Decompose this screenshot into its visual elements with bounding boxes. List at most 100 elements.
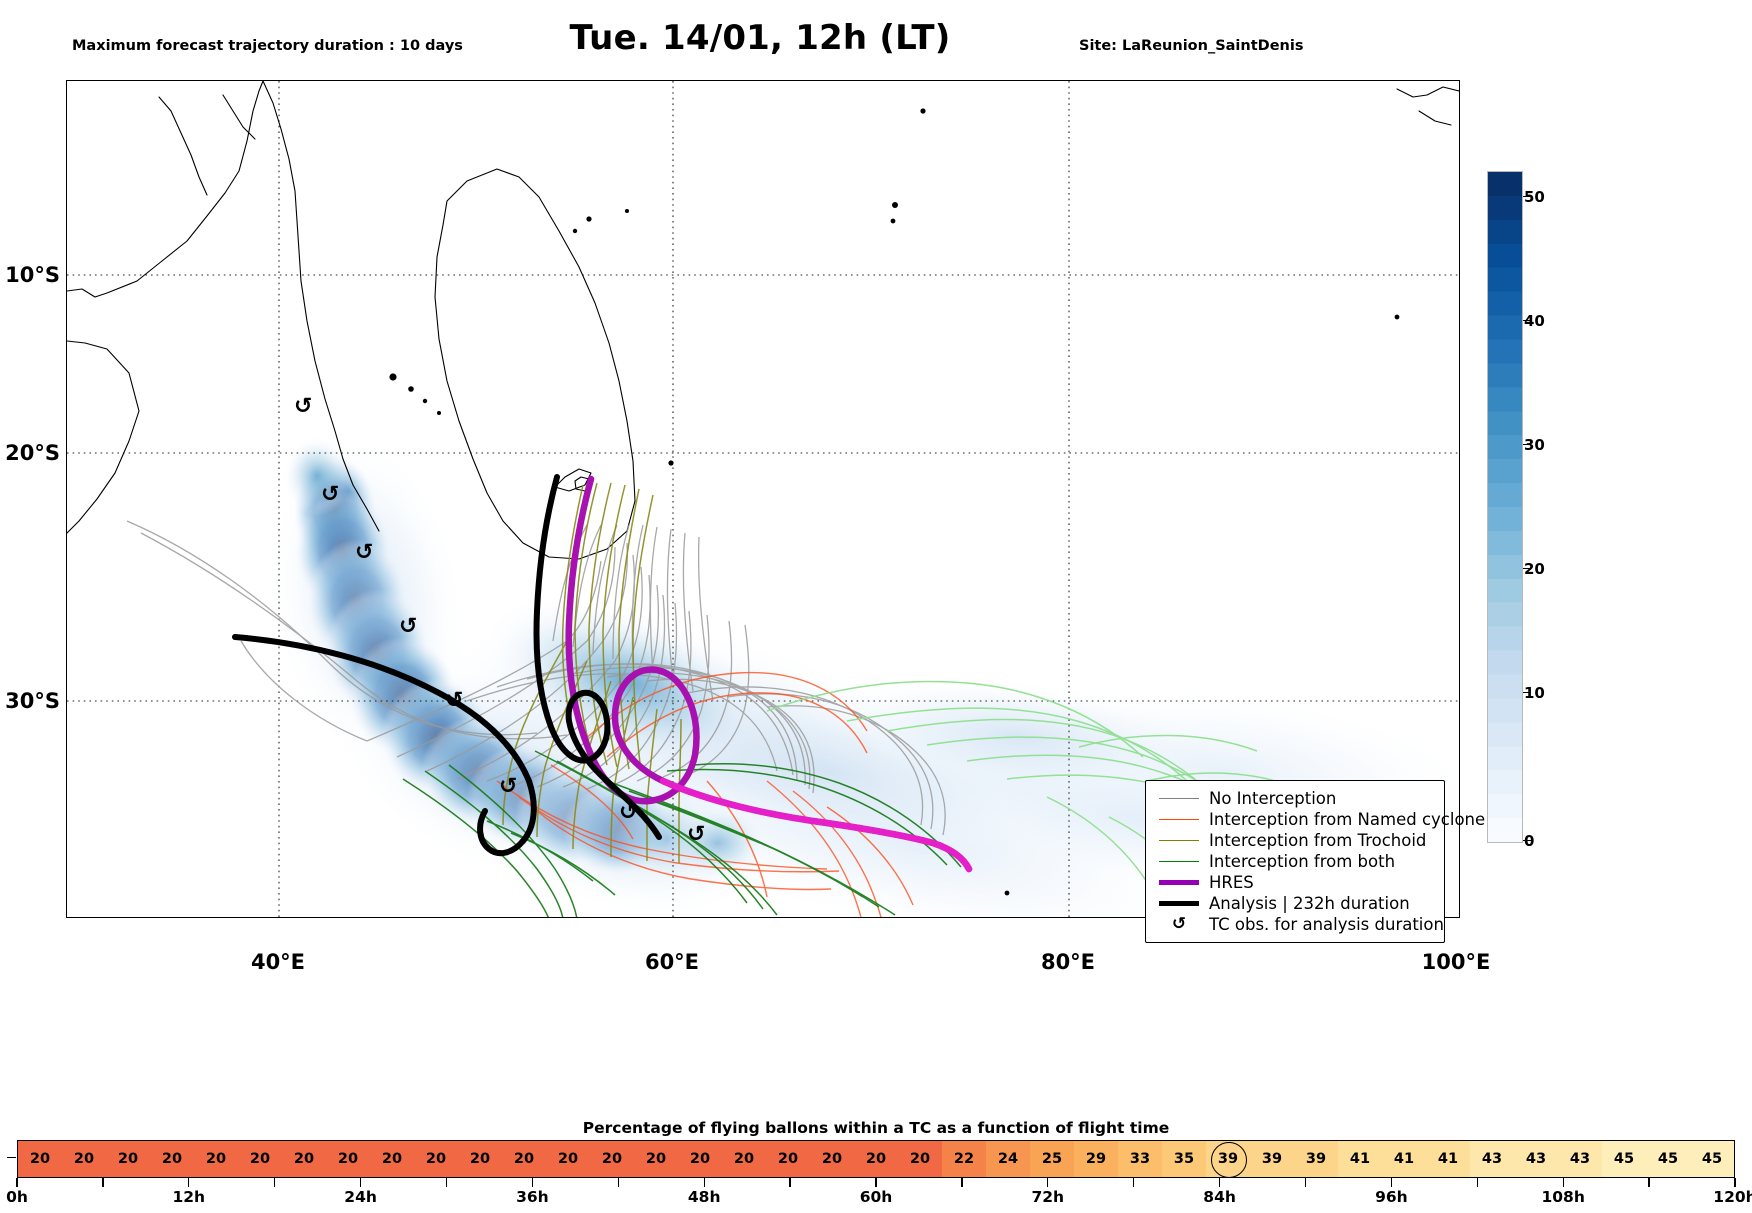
- legend-item-analysis[interactable]: Analysis | 232h duration: [1155, 893, 1435, 914]
- percentage-axis-label: 12h: [172, 1188, 206, 1206]
- percentage-cell[interactable]: 20: [282, 1141, 326, 1177]
- map-legend[interactable]: No Interception Interception from Named …: [1145, 780, 1485, 943]
- coastlines: [67, 81, 1459, 896]
- percentage-cell[interactable]: 45: [1646, 1141, 1690, 1177]
- map-canvas: ↺ ↺ ↺ ↺ ↺ ↺ ↺ ↺: [67, 81, 1459, 917]
- colorbar-tick-30: 30: [1524, 436, 1545, 454]
- svg-text:↺: ↺: [399, 614, 417, 639]
- percentage-cell[interactable]: 24: [986, 1141, 1030, 1177]
- percentage-axis-tick: [1133, 1178, 1135, 1187]
- percentage-axis-tick: [188, 1178, 190, 1187]
- map-xtick-100e: 100°E: [1421, 950, 1491, 974]
- percentage-cell[interactable]: 33: [1118, 1141, 1162, 1177]
- percentage-bar[interactable]: 20 20 20 20 20 20 20 20 20 20 20 20 20 20 20 20 20 20 20 20…: [17, 1140, 1735, 1178]
- percentage-cell[interactable]: 20: [898, 1141, 942, 1177]
- svg-text:↺: ↺: [294, 394, 312, 419]
- percentage-axis-tick: [1218, 1178, 1221, 1187]
- percentage-cell[interactable]: 41: [1382, 1141, 1426, 1177]
- map-xtick-80e: 80°E: [1040, 950, 1096, 974]
- colorbar-tick-50: 50: [1524, 188, 1545, 206]
- percentage-cell[interactable]: 22: [942, 1141, 986, 1177]
- percentage-cell[interactable]: 20: [150, 1141, 194, 1177]
- percentage-axis-label: 108h: [1541, 1188, 1585, 1206]
- percentage-cell[interactable]: 20: [194, 1141, 238, 1177]
- legend-label-hres: HRES: [1209, 873, 1254, 892]
- percentage-axis-label: 36h: [516, 1188, 549, 1206]
- percentage-cell[interactable]: 20: [810, 1141, 854, 1177]
- trajectory-interception-named-cyclone: [496, 671, 914, 917]
- percentage-cell[interactable]: 45: [1690, 1141, 1734, 1177]
- percentage-axis-tick: [1648, 1178, 1650, 1187]
- percentage-cell[interactable]: 20: [238, 1141, 282, 1177]
- colorbar: [1487, 171, 1523, 843]
- percentage-cell[interactable]: 45: [1602, 1141, 1646, 1177]
- colorbar-tick-dash-30: [1523, 444, 1531, 446]
- percentage-axis-label: 72h: [1031, 1188, 1065, 1206]
- percentage-cell[interactable]: 20: [62, 1141, 106, 1177]
- percentage-axis-tick: [1390, 1178, 1393, 1187]
- percentage-axis-tick: [359, 1178, 362, 1187]
- percentage-axis-tick: [617, 1178, 619, 1187]
- legend-label-trochoid: Interception from Trochoid: [1209, 831, 1427, 850]
- percentage-cell[interactable]: 20: [18, 1141, 62, 1177]
- legend-item-named-cyclone[interactable]: Interception from Named cyclone: [1155, 809, 1485, 830]
- percentage-cell[interactable]: 39: [1250, 1141, 1294, 1177]
- svg-text:↺: ↺: [445, 688, 463, 713]
- percentage-axis-tick: [1734, 1178, 1736, 1187]
- legend-item-both[interactable]: Interception from both: [1155, 851, 1435, 872]
- percentage-cell[interactable]: 20: [634, 1141, 678, 1177]
- percentage-cell[interactable]: 20: [854, 1141, 898, 1177]
- colorbar-tick-dash-0: [1523, 840, 1531, 842]
- map-xtick-40e: 40°E: [250, 950, 306, 974]
- percentage-axis-label: 120h: [1713, 1188, 1752, 1206]
- percentage-cell[interactable]: 20: [370, 1141, 414, 1177]
- percentage-cell[interactable]: 39: [1206, 1141, 1250, 1178]
- legend-item-no-interception[interactable]: No Interception: [1155, 788, 1435, 809]
- cyclone-icon: ↺: [1171, 914, 1187, 934]
- percentage-axis-tick: [1476, 1178, 1478, 1187]
- svg-text:↺: ↺: [321, 482, 339, 507]
- percentage-cell[interactable]: 41: [1338, 1141, 1382, 1177]
- colorbar-tick-40: 40: [1524, 312, 1545, 330]
- forecast-map[interactable]: ↺ ↺ ↺ ↺ ↺ ↺ ↺ ↺: [66, 80, 1460, 918]
- colorbar-tick-10: 10: [1524, 684, 1545, 702]
- percentage-cell[interactable]: 25: [1030, 1141, 1074, 1177]
- percentage-axis-tick: [16, 1178, 18, 1187]
- trajectory-no-interception: [126, 520, 946, 836]
- legend-swatch-both: [1159, 861, 1199, 862]
- percentage-axis-label: 24h: [344, 1188, 377, 1206]
- legend-item-hres[interactable]: HRES: [1155, 872, 1435, 893]
- percentage-cell[interactable]: 20: [766, 1141, 810, 1177]
- legend-swatch-named-cyclone: [1159, 819, 1199, 820]
- percentage-axis-tick: [961, 1178, 963, 1187]
- tc-observation-markers: ↺ ↺ ↺ ↺ ↺ ↺ ↺ ↺: [294, 394, 705, 847]
- percentage-cell[interactable]: 29: [1074, 1141, 1118, 1177]
- percentage-cell[interactable]: 20: [502, 1141, 546, 1177]
- percentage-cell[interactable]: 20: [678, 1141, 722, 1177]
- percentage-cell[interactable]: 20: [414, 1141, 458, 1177]
- legend-item-trochoid[interactable]: Interception from Trochoid: [1155, 830, 1435, 851]
- legend-item-tc-obs[interactable]: ↺ TC obs. for analysis duration: [1155, 914, 1444, 935]
- percentage-cell[interactable]: 20: [722, 1141, 766, 1177]
- percentage-cell[interactable]: 20: [326, 1141, 370, 1177]
- percentage-axis-label: 84h: [1203, 1188, 1236, 1206]
- svg-text:↺: ↺: [499, 774, 517, 799]
- colorbar-tick-0: 0: [1524, 832, 1535, 850]
- percentage-cell[interactable]: 43: [1470, 1141, 1514, 1177]
- percentage-cell[interactable]: 39: [1294, 1141, 1338, 1177]
- percentage-axis-tick: [1304, 1178, 1307, 1187]
- percentage-cell[interactable]: 35: [1162, 1141, 1206, 1177]
- legend-swatch-no-interception: [1159, 798, 1199, 799]
- percentage-axis-tick: [875, 1178, 877, 1187]
- percentage-cell[interactable]: 43: [1558, 1141, 1602, 1177]
- percentage-cell[interactable]: 43: [1514, 1141, 1558, 1177]
- percentage-axis-tick: [1047, 1178, 1049, 1187]
- percentage-cell[interactable]: 20: [590, 1141, 634, 1177]
- percentage-cell[interactable]: 20: [106, 1141, 150, 1177]
- percentage-cell[interactable]: 20: [458, 1141, 502, 1177]
- page-title: Tue. 14/01, 12h (LT): [569, 18, 951, 58]
- percentage-cell[interactable]: 20: [546, 1141, 590, 1177]
- colorbar-tick-dash-40: [1523, 320, 1531, 322]
- percentage-cell[interactable]: 41: [1426, 1141, 1470, 1177]
- svg-text:↺: ↺: [355, 540, 373, 565]
